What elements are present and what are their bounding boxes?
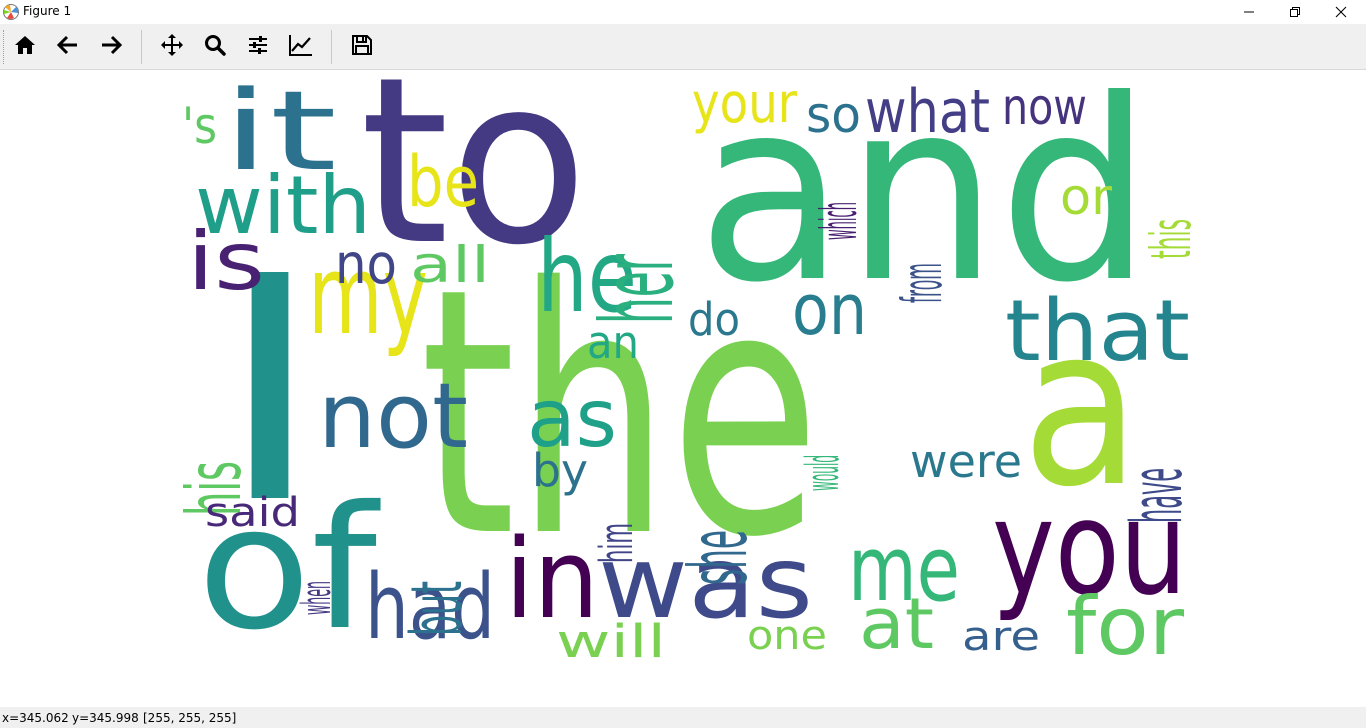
word-an-label: an bbox=[587, 316, 639, 369]
word-this-label: this bbox=[1139, 219, 1203, 259]
pixel-value-readout: [255, 255, 255] bbox=[143, 711, 237, 725]
title-bar: Figure 1 bbox=[0, 0, 1366, 24]
edit-axes-button[interactable] bbox=[283, 28, 319, 66]
word-at-label: at bbox=[859, 583, 934, 665]
word-he-label: he bbox=[537, 218, 637, 335]
cursor-x-readout: x=345.062 bbox=[2, 711, 69, 725]
window-title: Figure 1 bbox=[23, 4, 72, 18]
cursor-y-readout: y=345.998 bbox=[72, 711, 139, 725]
floppy-disk-icon bbox=[350, 33, 374, 62]
status-bar: x=345.062 y=345.998 [255, 255, 255] bbox=[0, 707, 1366, 728]
toolbar-separator bbox=[331, 30, 332, 64]
word-on-label: on bbox=[792, 269, 867, 351]
word-by-label: by bbox=[532, 444, 588, 497]
sliders-icon bbox=[246, 33, 270, 62]
word-were-label: were bbox=[910, 435, 1022, 488]
word-what-label: what bbox=[865, 77, 990, 147]
close-button[interactable] bbox=[1318, 0, 1364, 24]
word-from-label: from bbox=[890, 263, 954, 303]
minimize-icon bbox=[1243, 6, 1255, 18]
word-be-label: be bbox=[407, 141, 479, 223]
word-would-label: would bbox=[796, 455, 849, 491]
line-chart-icon bbox=[288, 33, 314, 62]
word-but-label: but bbox=[396, 581, 478, 636]
word-she-label: she bbox=[672, 530, 765, 585]
word-do-label: do bbox=[688, 293, 740, 346]
word-her-label: her bbox=[579, 254, 696, 324]
word-when-label: when bbox=[294, 581, 340, 615]
move-icon bbox=[160, 33, 184, 62]
word-will-label: will bbox=[556, 615, 666, 668]
word-to-label: to bbox=[360, 71, 588, 296]
zoom-button[interactable] bbox=[197, 28, 233, 66]
home-icon bbox=[13, 33, 37, 62]
word-one-label: one bbox=[747, 613, 827, 659]
word-which-label: which bbox=[810, 202, 868, 240]
pan-button[interactable] bbox=[154, 28, 190, 66]
word-said-label: said bbox=[205, 490, 300, 536]
minimize-button[interactable] bbox=[1226, 0, 1272, 24]
toolbar-separator bbox=[141, 30, 142, 64]
magnifier-icon bbox=[203, 33, 227, 62]
word-as-label: as bbox=[527, 372, 617, 465]
save-button[interactable] bbox=[344, 28, 380, 66]
word-all-label: all bbox=[410, 236, 490, 294]
word-that-label: that bbox=[1005, 282, 1190, 381]
word-and-label: and bbox=[697, 71, 1152, 337]
word-you-label: you bbox=[992, 472, 1187, 624]
maximize-button[interactable] bbox=[1272, 0, 1318, 24]
word-now-label: now bbox=[1002, 78, 1087, 136]
word-me-label: me bbox=[848, 517, 960, 622]
word-his-label: his bbox=[170, 461, 258, 516]
word-him-label: him bbox=[590, 523, 643, 563]
word-so-label: so bbox=[806, 86, 861, 144]
word-in-label: in bbox=[505, 515, 599, 643]
navigation-toolbar bbox=[0, 24, 1366, 70]
toolbar-grip[interactable] bbox=[3, 30, 6, 64]
word-is-label: is bbox=[187, 215, 265, 308]
arrow-right-icon bbox=[99, 33, 123, 62]
maximize-icon bbox=[1289, 6, 1301, 18]
forward-button[interactable] bbox=[93, 28, 129, 66]
matplotlib-icon bbox=[2, 3, 20, 21]
word-your-label: your bbox=[692, 71, 797, 135]
word-not-label: not bbox=[318, 364, 468, 469]
home-button[interactable] bbox=[7, 28, 43, 66]
word-have-label: have bbox=[1116, 468, 1198, 523]
back-button[interactable] bbox=[50, 28, 86, 66]
word-the-label: the bbox=[420, 216, 820, 612]
word-no-label: no bbox=[335, 232, 397, 296]
arrow-left-icon bbox=[56, 33, 80, 62]
word-are-label: are bbox=[962, 614, 1040, 660]
word-was-label: was bbox=[598, 524, 813, 641]
word-of-label: of bbox=[197, 470, 382, 668]
word-I-label: I bbox=[215, 211, 325, 572]
word-had-label: had bbox=[365, 555, 495, 660]
word-for-label: for bbox=[1066, 580, 1184, 673]
word-s-label: 's bbox=[182, 97, 217, 155]
word-a-label: a bbox=[1022, 279, 1140, 535]
word-my-label: my bbox=[308, 231, 428, 359]
word-with-label: with bbox=[195, 159, 371, 252]
word-or-label: or bbox=[1060, 168, 1112, 226]
close-icon bbox=[1335, 6, 1347, 18]
subplots-button[interactable] bbox=[240, 28, 276, 66]
word-it-label: it bbox=[222, 71, 337, 195]
